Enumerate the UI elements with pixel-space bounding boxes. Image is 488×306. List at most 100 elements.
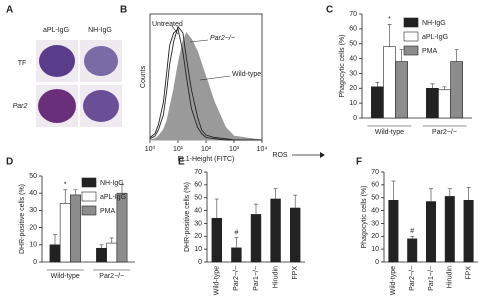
- bar: [395, 61, 408, 119]
- y-tick-label: 10: [371, 246, 379, 253]
- curve-label: Untreated: [152, 21, 183, 28]
- curve-label: Par2−/−: [210, 35, 235, 42]
- stain: [83, 90, 119, 122]
- x-tick-label: 10³: [229, 146, 240, 153]
- y-tick-label: 50: [349, 41, 357, 48]
- y-axis-label: Phagocytic cells (%): [361, 185, 368, 248]
- x-tick-label: Wild-type: [51, 273, 80, 280]
- x-tick-label: Par2−/−: [233, 266, 240, 291]
- legend-swatch: [403, 45, 419, 56]
- y-axis-label: DHR-positive cells (%): [184, 182, 191, 252]
- y-tick-label: 30: [29, 207, 37, 214]
- bar: [407, 238, 418, 263]
- legend-label: PMA: [422, 48, 438, 55]
- leader-line: [171, 25, 179, 35]
- panel-letter: E: [178, 157, 185, 168]
- significance-mark: *: [388, 16, 391, 23]
- x-tick-label: Hirudin: [272, 266, 279, 288]
- x-tick-label: Par1−/−: [428, 266, 435, 291]
- bar: [383, 46, 396, 119]
- y-axis-label: Phagocytic cells (%): [339, 34, 346, 97]
- y-tick-label: 0: [353, 115, 357, 122]
- y-tick-label: 70: [194, 169, 202, 176]
- x-tick-label: Par2−/−: [432, 129, 457, 136]
- bar: [444, 196, 455, 263]
- x-tick-label: Wild-type: [390, 266, 397, 295]
- panel-letter: A: [6, 5, 13, 16]
- curve-label: Wild-type: [232, 71, 261, 78]
- bar: [250, 214, 262, 263]
- significance-mark: *: [64, 182, 67, 189]
- y-tick-label: 40: [349, 55, 357, 62]
- stain: [84, 46, 118, 76]
- bar: [388, 199, 399, 263]
- x-tick-label: FPX: [292, 266, 299, 280]
- histogram-curve: [149, 25, 262, 141]
- panel-letter: C: [326, 5, 333, 16]
- significance-mark: #: [410, 228, 414, 235]
- legend-swatch: [403, 17, 419, 28]
- significance-mark: #: [234, 229, 238, 236]
- y-tick-label: 30: [349, 70, 357, 77]
- x-tick-label: 10⁴: [257, 146, 268, 153]
- bar: [270, 198, 281, 263]
- y-tick-label: 20: [194, 233, 202, 240]
- y-tick-label: 0: [33, 259, 37, 266]
- y-tick-label: 50: [194, 195, 202, 202]
- bar: [116, 192, 128, 263]
- y-tick-label: 40: [194, 207, 202, 214]
- y-tick-label: 70: [371, 169, 379, 176]
- bar: [211, 217, 222, 263]
- y-tick-label: 0: [375, 259, 379, 266]
- legend-label: aPL-IgG: [422, 34, 448, 41]
- histogram-curve: [149, 32, 263, 141]
- x-tick-label: 10²: [201, 146, 212, 153]
- bar: [231, 247, 242, 263]
- y-tick-label: 60: [349, 26, 357, 33]
- x-tick-label: FPX: [465, 266, 472, 280]
- x-tick-label: Par1−/−: [253, 266, 260, 291]
- y-axis-label: DHR-positive cells (%): [19, 184, 26, 254]
- x-axis-label: FL1-Height (FITC): [178, 156, 235, 163]
- y-tick-label: 20: [349, 85, 357, 92]
- legend-swatch: [81, 191, 97, 202]
- y-tick-label: 30: [194, 220, 202, 227]
- annotation: ROS: [272, 152, 288, 159]
- stain: [38, 89, 76, 123]
- x-tick-label: Par2−/−: [409, 266, 416, 291]
- y-tick-label: 20: [371, 233, 379, 240]
- bar: [96, 247, 107, 263]
- row-label: TF: [18, 60, 27, 67]
- legend-swatch: [81, 205, 97, 216]
- legend-label: aPL-IgG: [100, 194, 126, 201]
- legend-swatch: [81, 177, 97, 188]
- y-tick-label: 0: [198, 259, 202, 266]
- x-tick-label: Wild-type: [375, 129, 404, 136]
- bar: [59, 203, 71, 263]
- y-tick-label: 10: [29, 242, 37, 249]
- bar: [371, 86, 384, 119]
- leader-line: [199, 75, 231, 81]
- panel-letter: B: [120, 5, 127, 16]
- bar: [106, 242, 118, 263]
- legend-label: NH-IgG: [422, 20, 446, 27]
- x-tick-label: Wild-type: [214, 266, 221, 295]
- bar: [450, 61, 463, 119]
- stain: [39, 45, 75, 77]
- y-tick-label: 70: [349, 11, 357, 18]
- bar: [289, 207, 301, 263]
- arrow-head: [320, 152, 325, 158]
- y-tick-label: 60: [194, 182, 202, 189]
- bar: [70, 194, 81, 263]
- x-tick-label: 10⁰: [145, 145, 156, 153]
- column-label: aPL-IgG: [43, 27, 69, 34]
- panel-letter: F: [356, 157, 362, 168]
- row-label: Par2: [13, 103, 28, 110]
- bar: [49, 244, 61, 263]
- x-tick-label: Hirudin: [447, 266, 454, 288]
- panel-letter: D: [6, 157, 13, 168]
- legend-swatch: [403, 31, 419, 42]
- bar: [426, 87, 439, 119]
- y-axis-label: Counts: [140, 65, 147, 88]
